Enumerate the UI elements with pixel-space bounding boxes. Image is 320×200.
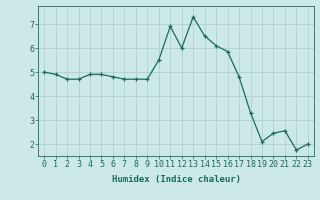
X-axis label: Humidex (Indice chaleur): Humidex (Indice chaleur) (111, 175, 241, 184)
